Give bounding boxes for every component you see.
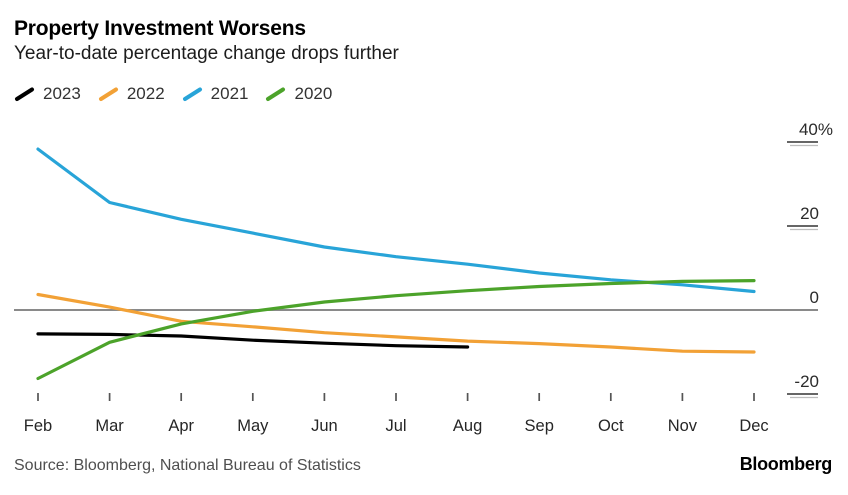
legend-label: 2022 bbox=[126, 84, 165, 103]
x-tick-label: Jun bbox=[311, 417, 338, 435]
legend-item-2020: 2020 bbox=[265, 84, 332, 104]
series-line-2023 bbox=[36, 332, 470, 349]
x-tick-label: Aug bbox=[453, 417, 482, 435]
legend-label: 2021 bbox=[210, 84, 249, 103]
x-tick-label: Mar bbox=[95, 417, 124, 435]
x-tick-label: Jul bbox=[385, 417, 406, 435]
y-tick-label: 0 bbox=[810, 288, 819, 307]
series-line-2020 bbox=[36, 279, 756, 381]
legend-stroke-icon bbox=[266, 87, 286, 101]
legend-item-2021: 2021 bbox=[182, 84, 249, 104]
y-tick-label: 20 bbox=[800, 204, 819, 223]
source-note: Source: Bloomberg, National Bureau of St… bbox=[14, 457, 361, 474]
legend-label: 2020 bbox=[294, 84, 333, 103]
series-line-2022 bbox=[36, 292, 756, 354]
bloomberg-logo: Bloomberg bbox=[739, 454, 833, 474]
legend-item-2022: 2022 bbox=[98, 84, 165, 104]
legend-item-2023: 2023 bbox=[14, 84, 81, 104]
legend: 2023 2022 2021 2020 bbox=[14, 84, 332, 104]
x-tick-label: Apr bbox=[168, 417, 194, 435]
series-line-2021 bbox=[36, 147, 756, 294]
y-tick-label: 40% bbox=[799, 120, 833, 139]
legend-stroke-icon bbox=[182, 87, 202, 101]
chart-title: Property Investment Worsens bbox=[14, 17, 306, 40]
x-tick-label: Dec bbox=[739, 417, 768, 435]
legend-label: 2023 bbox=[43, 84, 81, 103]
x-tick-label: Nov bbox=[668, 417, 698, 435]
x-tick-label: May bbox=[237, 417, 269, 435]
legend-stroke-icon bbox=[98, 87, 118, 101]
y-tick-label: -20 bbox=[794, 372, 819, 391]
chart-subtitle: Year-to-date percentage change drops fur… bbox=[14, 43, 399, 64]
x-tick-label: Feb bbox=[24, 417, 52, 435]
legend-stroke-icon bbox=[15, 87, 34, 101]
x-tick-label: Sep bbox=[525, 417, 554, 435]
x-tick-label: Oct bbox=[598, 417, 624, 435]
